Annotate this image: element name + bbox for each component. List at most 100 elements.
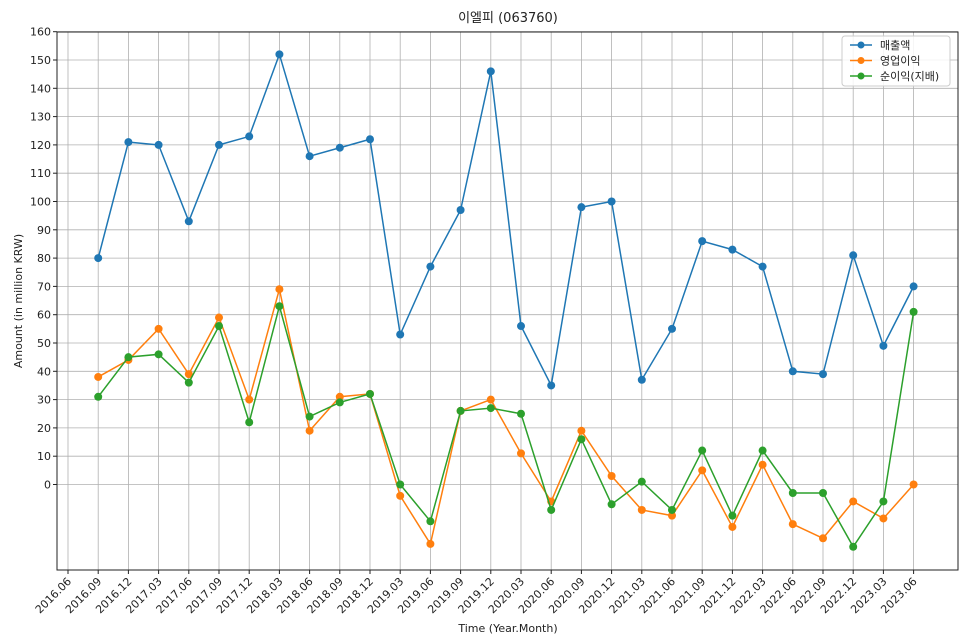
legend-item: 영업이익 xyxy=(850,55,920,68)
x-axis-title: Time (Year.Month) xyxy=(457,622,557,635)
y-tick-label: 110 xyxy=(30,167,51,180)
data-point xyxy=(517,449,525,458)
data-point xyxy=(788,520,797,529)
data-point xyxy=(698,446,707,455)
data-point xyxy=(788,367,797,376)
data-point xyxy=(486,67,495,76)
data-point xyxy=(758,460,767,469)
data-point xyxy=(305,426,314,435)
data-point xyxy=(547,381,556,390)
data-point xyxy=(819,488,827,497)
data-point xyxy=(275,50,284,59)
data-point xyxy=(366,389,374,398)
x-axis-ticks: 2016.062016.092016.122017.032017.062017.… xyxy=(33,570,920,616)
data-point xyxy=(184,378,193,387)
data-point xyxy=(335,398,344,407)
data-point xyxy=(215,322,223,331)
data-point xyxy=(607,500,616,509)
data-point xyxy=(607,472,616,481)
data-point xyxy=(275,302,284,311)
data-point xyxy=(547,505,556,514)
data-point xyxy=(124,353,133,362)
data-point xyxy=(215,140,223,149)
data-point xyxy=(909,307,918,316)
data-point xyxy=(577,426,586,435)
data-point xyxy=(154,350,163,359)
data-point xyxy=(486,404,495,413)
data-point xyxy=(879,341,888,350)
data-point xyxy=(305,152,314,161)
data-point xyxy=(668,324,676,333)
data-point xyxy=(486,395,495,404)
y-tick-label: 30 xyxy=(37,394,51,407)
data-point xyxy=(728,245,737,254)
legend-swatch-marker xyxy=(857,41,865,49)
plot-frame xyxy=(56,31,959,571)
y-axis-title: Amount (in million KRW) xyxy=(12,234,25,368)
series-line xyxy=(97,289,915,546)
data-point xyxy=(396,480,405,489)
y-tick-label: 120 xyxy=(30,139,51,152)
data-point xyxy=(819,370,827,379)
data-point xyxy=(909,282,918,291)
data-point xyxy=(154,324,163,333)
data-point xyxy=(517,409,525,418)
data-point xyxy=(275,285,284,294)
data-point xyxy=(517,322,525,331)
data-point xyxy=(698,237,707,246)
data-point xyxy=(849,542,858,551)
y-tick-label: 50 xyxy=(37,337,51,350)
data-point xyxy=(366,135,374,144)
data-point xyxy=(668,505,676,514)
data-point xyxy=(758,446,767,455)
data-point xyxy=(335,392,344,401)
data-point xyxy=(396,330,405,339)
y-axis-ticks: 0 10 20 30 40 50 60 70 80 90 100 110 120 130 140 150 160 xyxy=(30,26,57,492)
chart-title: 이엘피 (063760) xyxy=(458,11,558,26)
series-layer xyxy=(94,50,918,551)
y-tick-label: 150 xyxy=(30,54,51,67)
data-point xyxy=(758,262,767,271)
y-tick-label: 10 xyxy=(37,450,51,463)
data-point xyxy=(668,511,676,520)
data-point xyxy=(215,313,223,322)
legend-label: 순이익(지배) xyxy=(880,70,939,83)
data-point xyxy=(698,466,707,475)
data-point xyxy=(396,491,405,500)
data-point xyxy=(94,254,103,263)
data-point xyxy=(637,375,646,384)
legend-label: 매출액 xyxy=(880,39,910,52)
data-point xyxy=(184,217,193,226)
data-point xyxy=(577,435,586,444)
legend-item: 매출액 xyxy=(850,39,910,52)
legend-item: 순이익(지배) xyxy=(850,70,939,83)
series-line xyxy=(97,303,915,549)
data-point xyxy=(94,392,103,401)
data-point xyxy=(788,488,797,497)
data-point xyxy=(909,480,918,489)
y-tick-label: 90 xyxy=(37,224,51,237)
data-point xyxy=(245,132,254,141)
data-point xyxy=(305,412,314,421)
data-point xyxy=(94,372,103,381)
data-point xyxy=(124,138,133,147)
data-point xyxy=(426,517,435,526)
data-point xyxy=(637,505,646,514)
data-point xyxy=(426,539,435,548)
data-point xyxy=(849,251,858,260)
data-point xyxy=(637,477,646,486)
y-tick-label: 70 xyxy=(37,280,51,293)
y-tick-label: 140 xyxy=(30,82,51,95)
data-point xyxy=(245,395,254,404)
data-point xyxy=(607,197,616,206)
y-tick-label: 40 xyxy=(37,365,51,378)
data-point xyxy=(728,511,737,520)
y-tick-label: 130 xyxy=(30,111,51,124)
data-point xyxy=(728,522,737,531)
data-point xyxy=(456,406,465,415)
legend-swatch-marker xyxy=(857,57,865,64)
legend-label: 영업이익 xyxy=(880,55,920,68)
data-point xyxy=(879,514,888,523)
